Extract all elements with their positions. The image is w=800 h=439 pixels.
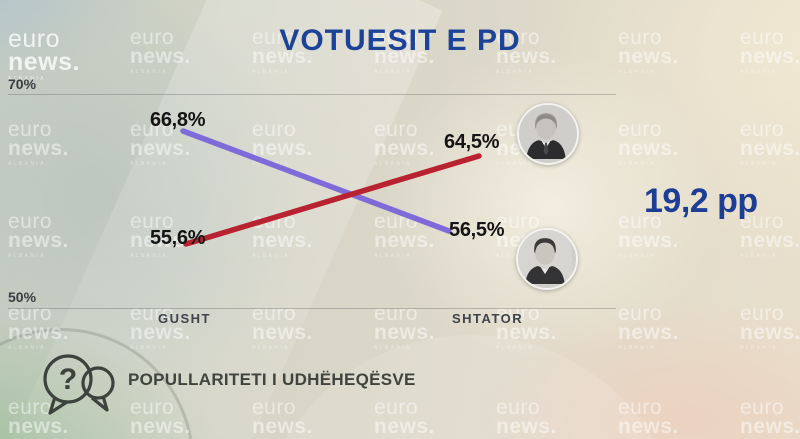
gridline-70	[8, 94, 616, 95]
difference-annotation: 19,2 pp	[644, 182, 758, 220]
data-label-red-september: 64,5%	[444, 131, 500, 153]
older-man-avatar-art	[519, 105, 573, 159]
data-label-purple-august: 66,8%	[150, 109, 206, 131]
question-speech-bubbles-icon: ?	[43, 354, 115, 415]
data-label-purple-september: 56,5%	[449, 219, 505, 241]
page-title: VOTUESIT E PD	[279, 24, 521, 57]
data-label-red-august: 55,6%	[150, 227, 206, 249]
gridline-50	[8, 308, 616, 309]
portrait-older-man	[517, 103, 579, 165]
xlabel-shtator: SHTATOR	[452, 311, 524, 326]
xlabel-gusht: GUSHT	[158, 311, 211, 326]
question-mark-glyph: ?	[59, 363, 77, 396]
ytick-70: 70%	[8, 76, 37, 92]
footer-caption: POPULLARITETI I UDHËHEQËSVE	[128, 370, 416, 389]
portrait-younger-man	[516, 228, 578, 290]
ytick-50: 50%	[8, 289, 37, 305]
younger-man-avatar-art	[518, 230, 572, 284]
